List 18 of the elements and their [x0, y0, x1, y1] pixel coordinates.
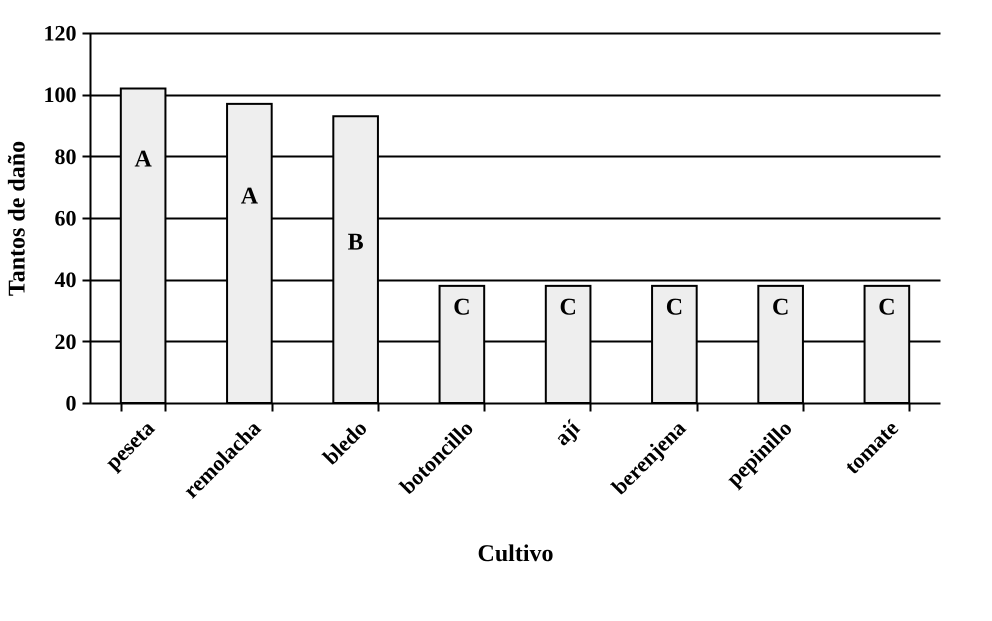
annotation: B — [348, 230, 364, 256]
annotation: A — [240, 183, 259, 210]
y-tick-label: 0 — [66, 390, 76, 416]
y-tick-label: 120 — [44, 20, 76, 46]
y-tick-label: 80 — [54, 144, 76, 169]
y-tick-label: 100 — [44, 82, 76, 108]
annotation: C — [559, 294, 577, 320]
y-tick-label: 40 — [54, 267, 76, 292]
y-axis-title: Tantos de daño — [4, 140, 30, 296]
y-tick-label: 60 — [54, 206, 76, 230]
x-tick-label: ají — [549, 414, 585, 450]
annotation: C — [772, 294, 790, 320]
x-axis-title: Cultivo — [477, 541, 554, 568]
annotation: A — [134, 146, 152, 172]
annotation: C — [666, 294, 684, 320]
y-tick-label: 20 — [54, 328, 76, 354]
annotation: C — [878, 294, 896, 320]
annotation: C — [453, 294, 471, 320]
